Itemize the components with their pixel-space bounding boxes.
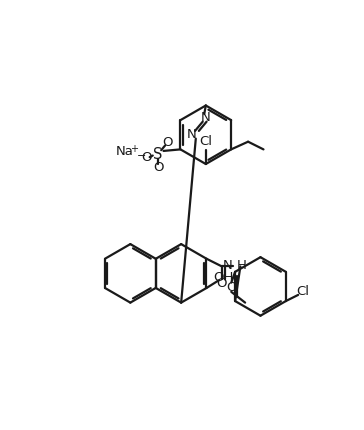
Text: O: O <box>141 151 152 164</box>
Text: N: N <box>223 259 233 272</box>
Text: O: O <box>153 160 163 174</box>
Text: O: O <box>226 281 237 294</box>
Text: Cl: Cl <box>199 135 212 148</box>
Text: Cl: Cl <box>296 286 309 298</box>
Text: N: N <box>201 111 211 124</box>
Text: +: + <box>130 144 138 154</box>
Text: N: N <box>187 128 197 141</box>
Text: H: H <box>237 259 246 272</box>
Text: −: − <box>137 150 147 160</box>
Text: O: O <box>217 277 227 290</box>
Text: S: S <box>154 147 163 162</box>
Text: Na: Na <box>116 145 134 158</box>
Text: O: O <box>162 136 173 149</box>
Text: OH: OH <box>213 271 234 284</box>
